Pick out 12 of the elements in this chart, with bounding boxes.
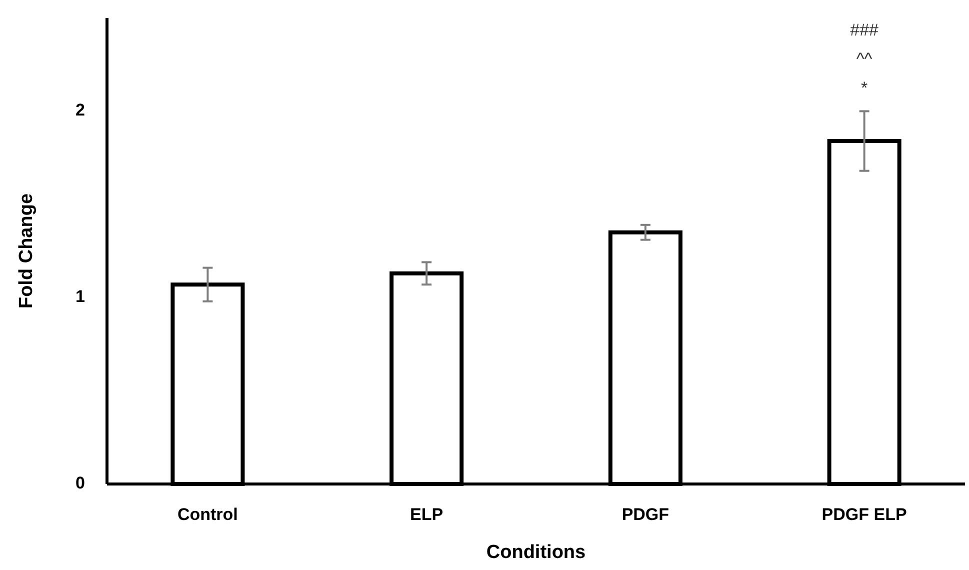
annotation: * <box>861 78 868 98</box>
x-axis-title: Conditions <box>486 542 586 563</box>
y-axis-title: Fold Change <box>16 193 37 309</box>
y-tick-label: 2 <box>76 100 85 120</box>
y-tick-label: 0 <box>76 473 85 492</box>
annotation: ### <box>850 20 880 40</box>
x-tick-label: ELP <box>410 505 444 524</box>
annotation: ^^ <box>856 50 872 69</box>
x-tick-label: PDGF ELP <box>822 505 907 524</box>
x-tick-label: Control <box>177 505 238 524</box>
x-tick-label: PDGF <box>622 505 670 524</box>
y-tick-label: 1 <box>76 287 85 306</box>
